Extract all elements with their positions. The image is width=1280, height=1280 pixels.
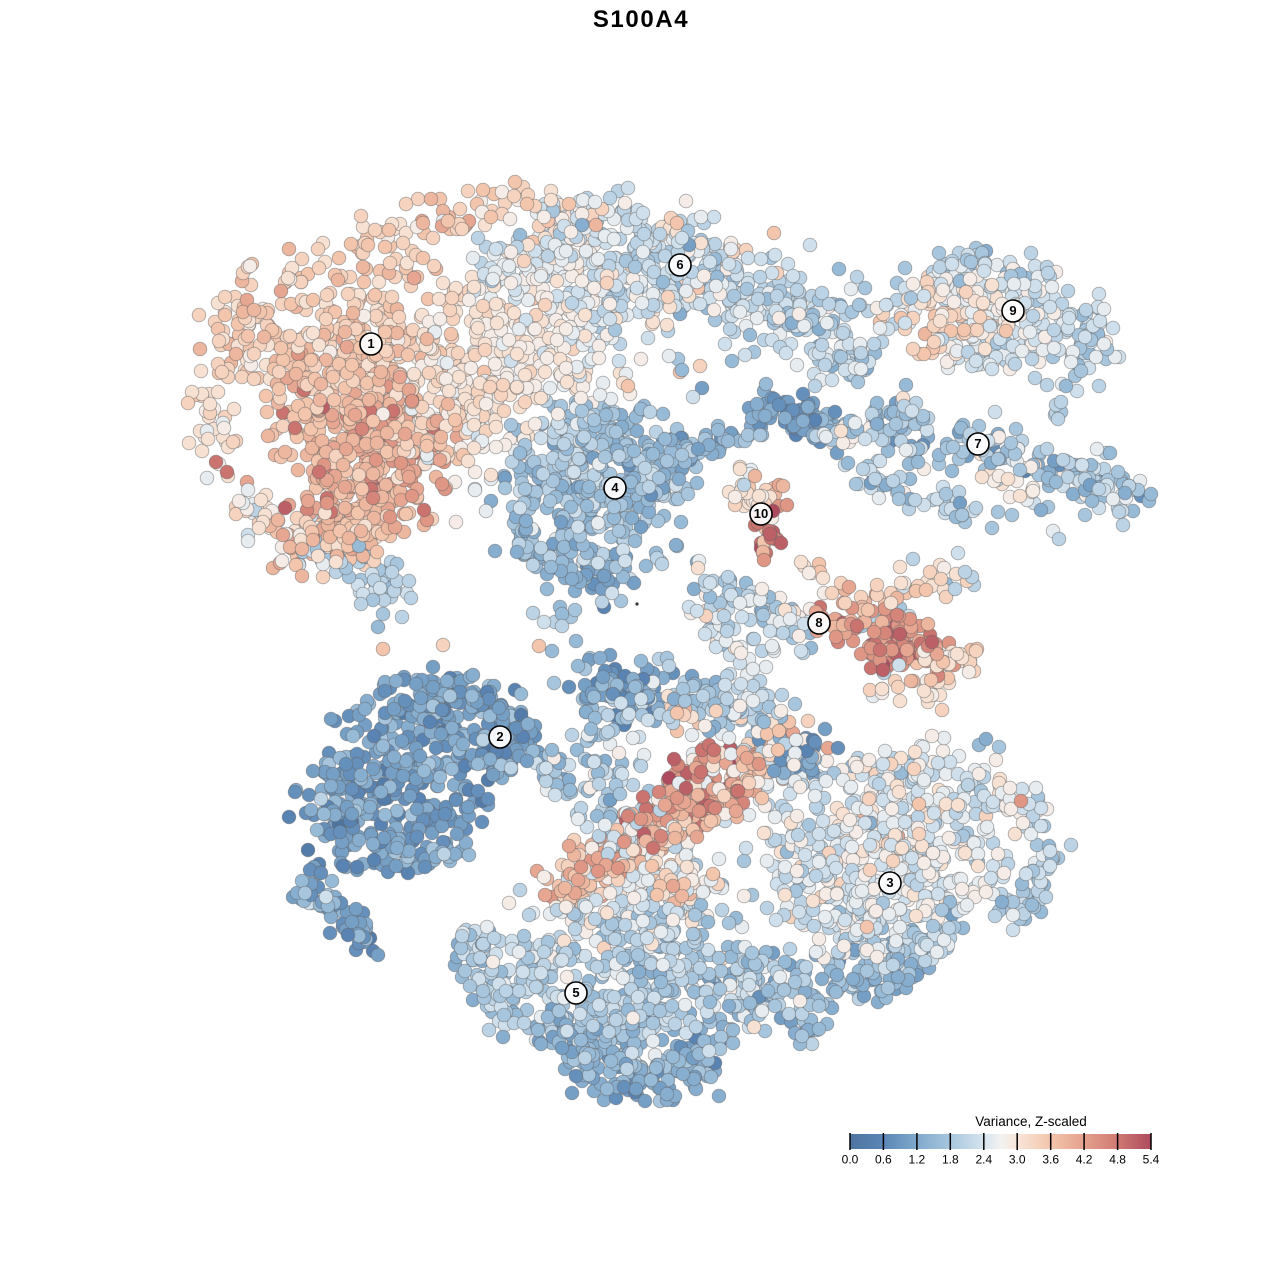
svg-text:S100A4: S100A4 — [593, 6, 689, 33]
